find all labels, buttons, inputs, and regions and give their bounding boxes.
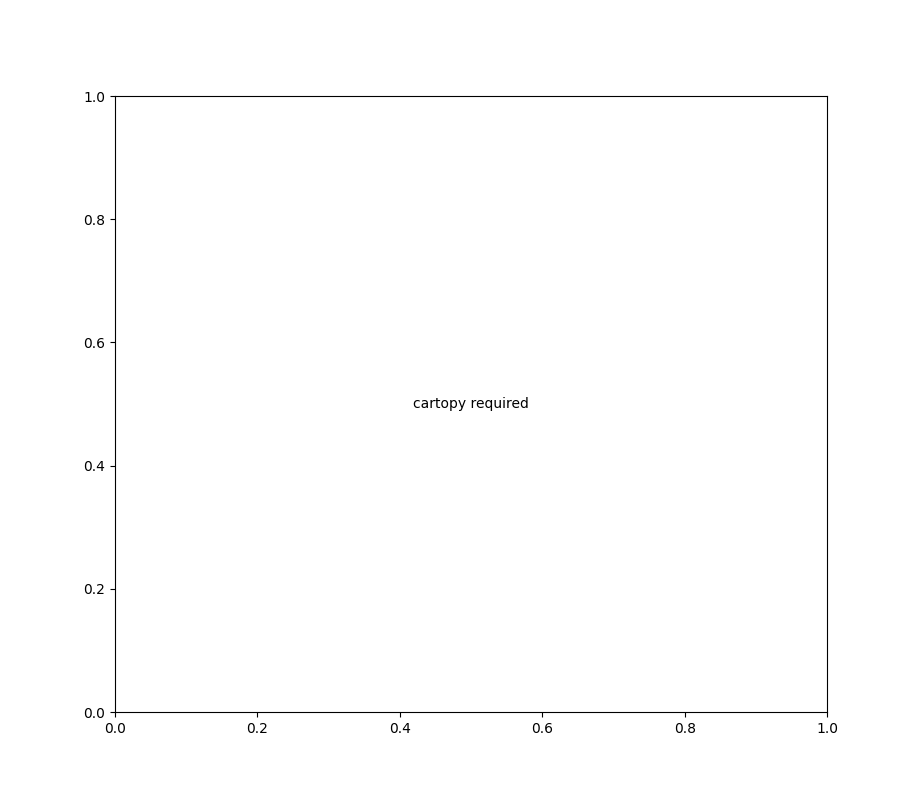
Text: cartopy required: cartopy required [413,397,529,411]
